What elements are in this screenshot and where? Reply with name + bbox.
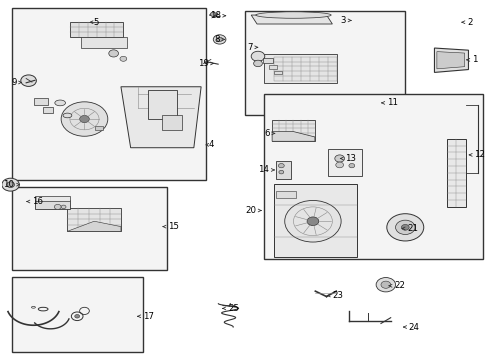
- Ellipse shape: [63, 113, 72, 118]
- Circle shape: [278, 163, 284, 168]
- Bar: [95, 126, 102, 130]
- Circle shape: [2, 178, 20, 191]
- Text: 12: 12: [473, 150, 484, 159]
- Circle shape: [334, 155, 344, 162]
- Text: 24: 24: [408, 323, 419, 332]
- Bar: [81, 37, 127, 48]
- Circle shape: [375, 278, 395, 292]
- Circle shape: [75, 315, 80, 318]
- Bar: [271, 120, 314, 141]
- Text: 15: 15: [168, 222, 179, 231]
- Text: 6: 6: [264, 129, 269, 138]
- Circle shape: [278, 170, 283, 174]
- Circle shape: [210, 12, 216, 17]
- Bar: [264, 94, 482, 259]
- Text: 14: 14: [258, 166, 268, 175]
- Circle shape: [395, 220, 414, 234]
- Bar: [276, 161, 290, 179]
- Text: 5: 5: [93, 18, 99, 27]
- Bar: [268, 65, 276, 69]
- Circle shape: [54, 204, 61, 210]
- Text: 16: 16: [32, 197, 43, 206]
- Polygon shape: [271, 132, 314, 141]
- Bar: [67, 208, 121, 231]
- Text: 17: 17: [142, 312, 154, 321]
- Bar: [70, 22, 123, 37]
- Bar: [34, 98, 47, 105]
- Circle shape: [61, 205, 66, 209]
- Bar: [42, 107, 53, 113]
- Text: 25: 25: [227, 304, 238, 313]
- Ellipse shape: [55, 100, 65, 106]
- Text: 10: 10: [3, 180, 15, 189]
- Bar: [12, 187, 167, 270]
- Circle shape: [284, 201, 341, 242]
- Bar: [162, 116, 182, 130]
- Polygon shape: [121, 87, 201, 148]
- Bar: [263, 58, 272, 63]
- Text: 23: 23: [332, 291, 343, 300]
- Circle shape: [306, 217, 318, 226]
- Circle shape: [335, 162, 343, 168]
- Bar: [276, 191, 295, 198]
- Text: 22: 22: [393, 281, 404, 290]
- Circle shape: [7, 182, 15, 188]
- Bar: [12, 8, 205, 180]
- Bar: [35, 197, 70, 201]
- Circle shape: [348, 163, 354, 168]
- Bar: [147, 90, 177, 119]
- Polygon shape: [251, 15, 332, 24]
- Text: 4: 4: [208, 140, 213, 149]
- Text: 20: 20: [244, 206, 256, 215]
- Text: 8: 8: [214, 35, 219, 44]
- Circle shape: [213, 35, 225, 44]
- Text: 9: 9: [11, 78, 17, 87]
- Circle shape: [251, 51, 264, 61]
- Bar: [264, 54, 337, 83]
- Text: 3: 3: [340, 16, 346, 25]
- Bar: [273, 57, 337, 81]
- Bar: [327, 149, 361, 176]
- Bar: [446, 139, 465, 207]
- Bar: [244, 12, 405, 116]
- Circle shape: [216, 37, 222, 41]
- Text: 11: 11: [386, 98, 397, 107]
- Ellipse shape: [255, 12, 330, 18]
- Text: 13: 13: [345, 154, 356, 163]
- Circle shape: [386, 214, 423, 241]
- Circle shape: [80, 116, 89, 123]
- Polygon shape: [273, 184, 356, 257]
- Circle shape: [120, 56, 126, 61]
- Text: 1: 1: [471, 55, 476, 64]
- Text: 2: 2: [466, 18, 471, 27]
- Polygon shape: [436, 51, 464, 69]
- Circle shape: [401, 225, 408, 230]
- Circle shape: [21, 75, 36, 86]
- Circle shape: [108, 50, 118, 57]
- Text: 18: 18: [209, 11, 220, 20]
- Bar: [12, 277, 142, 352]
- Polygon shape: [433, 48, 468, 72]
- Text: 7: 7: [246, 43, 252, 52]
- Circle shape: [61, 102, 107, 136]
- Circle shape: [253, 60, 262, 67]
- Circle shape: [380, 281, 390, 288]
- Bar: [273, 71, 282, 74]
- Bar: [35, 199, 70, 208]
- Text: 19: 19: [197, 59, 208, 68]
- Text: 21: 21: [407, 224, 417, 233]
- Polygon shape: [67, 221, 121, 231]
